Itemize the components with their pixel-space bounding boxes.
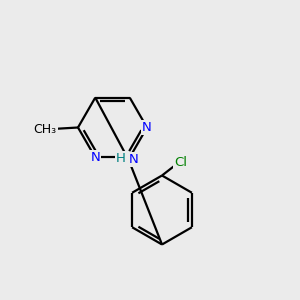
Text: N: N: [128, 153, 138, 166]
Text: N: N: [142, 121, 152, 134]
Text: Cl: Cl: [174, 155, 187, 169]
Text: H: H: [116, 152, 126, 165]
Text: CH₃: CH₃: [33, 122, 57, 136]
Text: N: N: [90, 151, 100, 164]
